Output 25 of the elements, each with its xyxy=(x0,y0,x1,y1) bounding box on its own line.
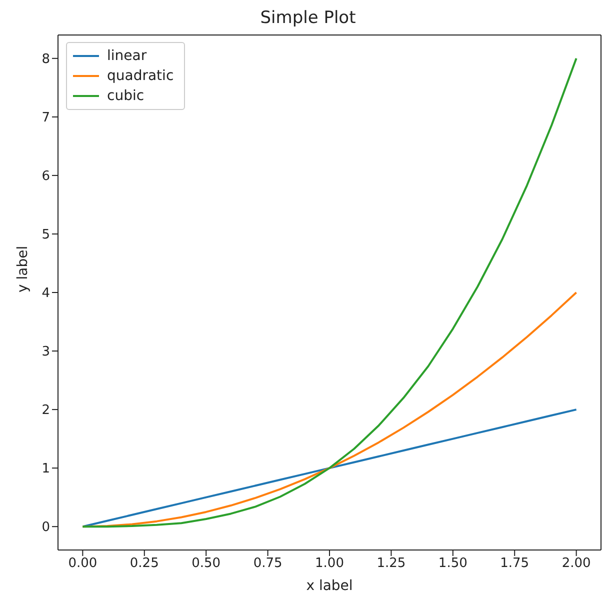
legend-label: quadratic xyxy=(107,67,174,86)
x-tick-label: 1.50 xyxy=(438,556,468,572)
y-tick-label: 4 xyxy=(42,286,50,302)
y-tick-label: 5 xyxy=(42,228,50,243)
x-axis-title: x label xyxy=(306,578,353,594)
y-tick-label: 2 xyxy=(42,403,50,418)
x-tick-label: 1.00 xyxy=(315,556,344,572)
chart-title: Simple Plot xyxy=(259,8,357,30)
x-tick-label: 0.50 xyxy=(192,556,221,572)
y-tick-label: 0 xyxy=(42,520,50,536)
line-series xyxy=(82,408,578,528)
x-tick-label: 0.25 xyxy=(130,556,159,572)
x-tick-label: 2.00 xyxy=(562,556,591,572)
y-tick-label: 1 xyxy=(42,462,50,477)
y-tick-label: 6 xyxy=(42,169,50,184)
y-tick-label: 8 xyxy=(42,52,50,68)
x-tick-label: 0.75 xyxy=(253,556,282,572)
legend-label: cubic xyxy=(107,87,144,106)
x-tick-label: 1.25 xyxy=(376,556,406,572)
x-tick-label: 0.00 xyxy=(68,556,98,572)
y-tick-label: 3 xyxy=(42,344,50,360)
x-tick-label: 1.75 xyxy=(500,556,530,572)
y-tick-label: 7 xyxy=(42,110,50,126)
legend-label: linear xyxy=(107,47,147,66)
y-axis-title: y label xyxy=(14,246,31,292)
